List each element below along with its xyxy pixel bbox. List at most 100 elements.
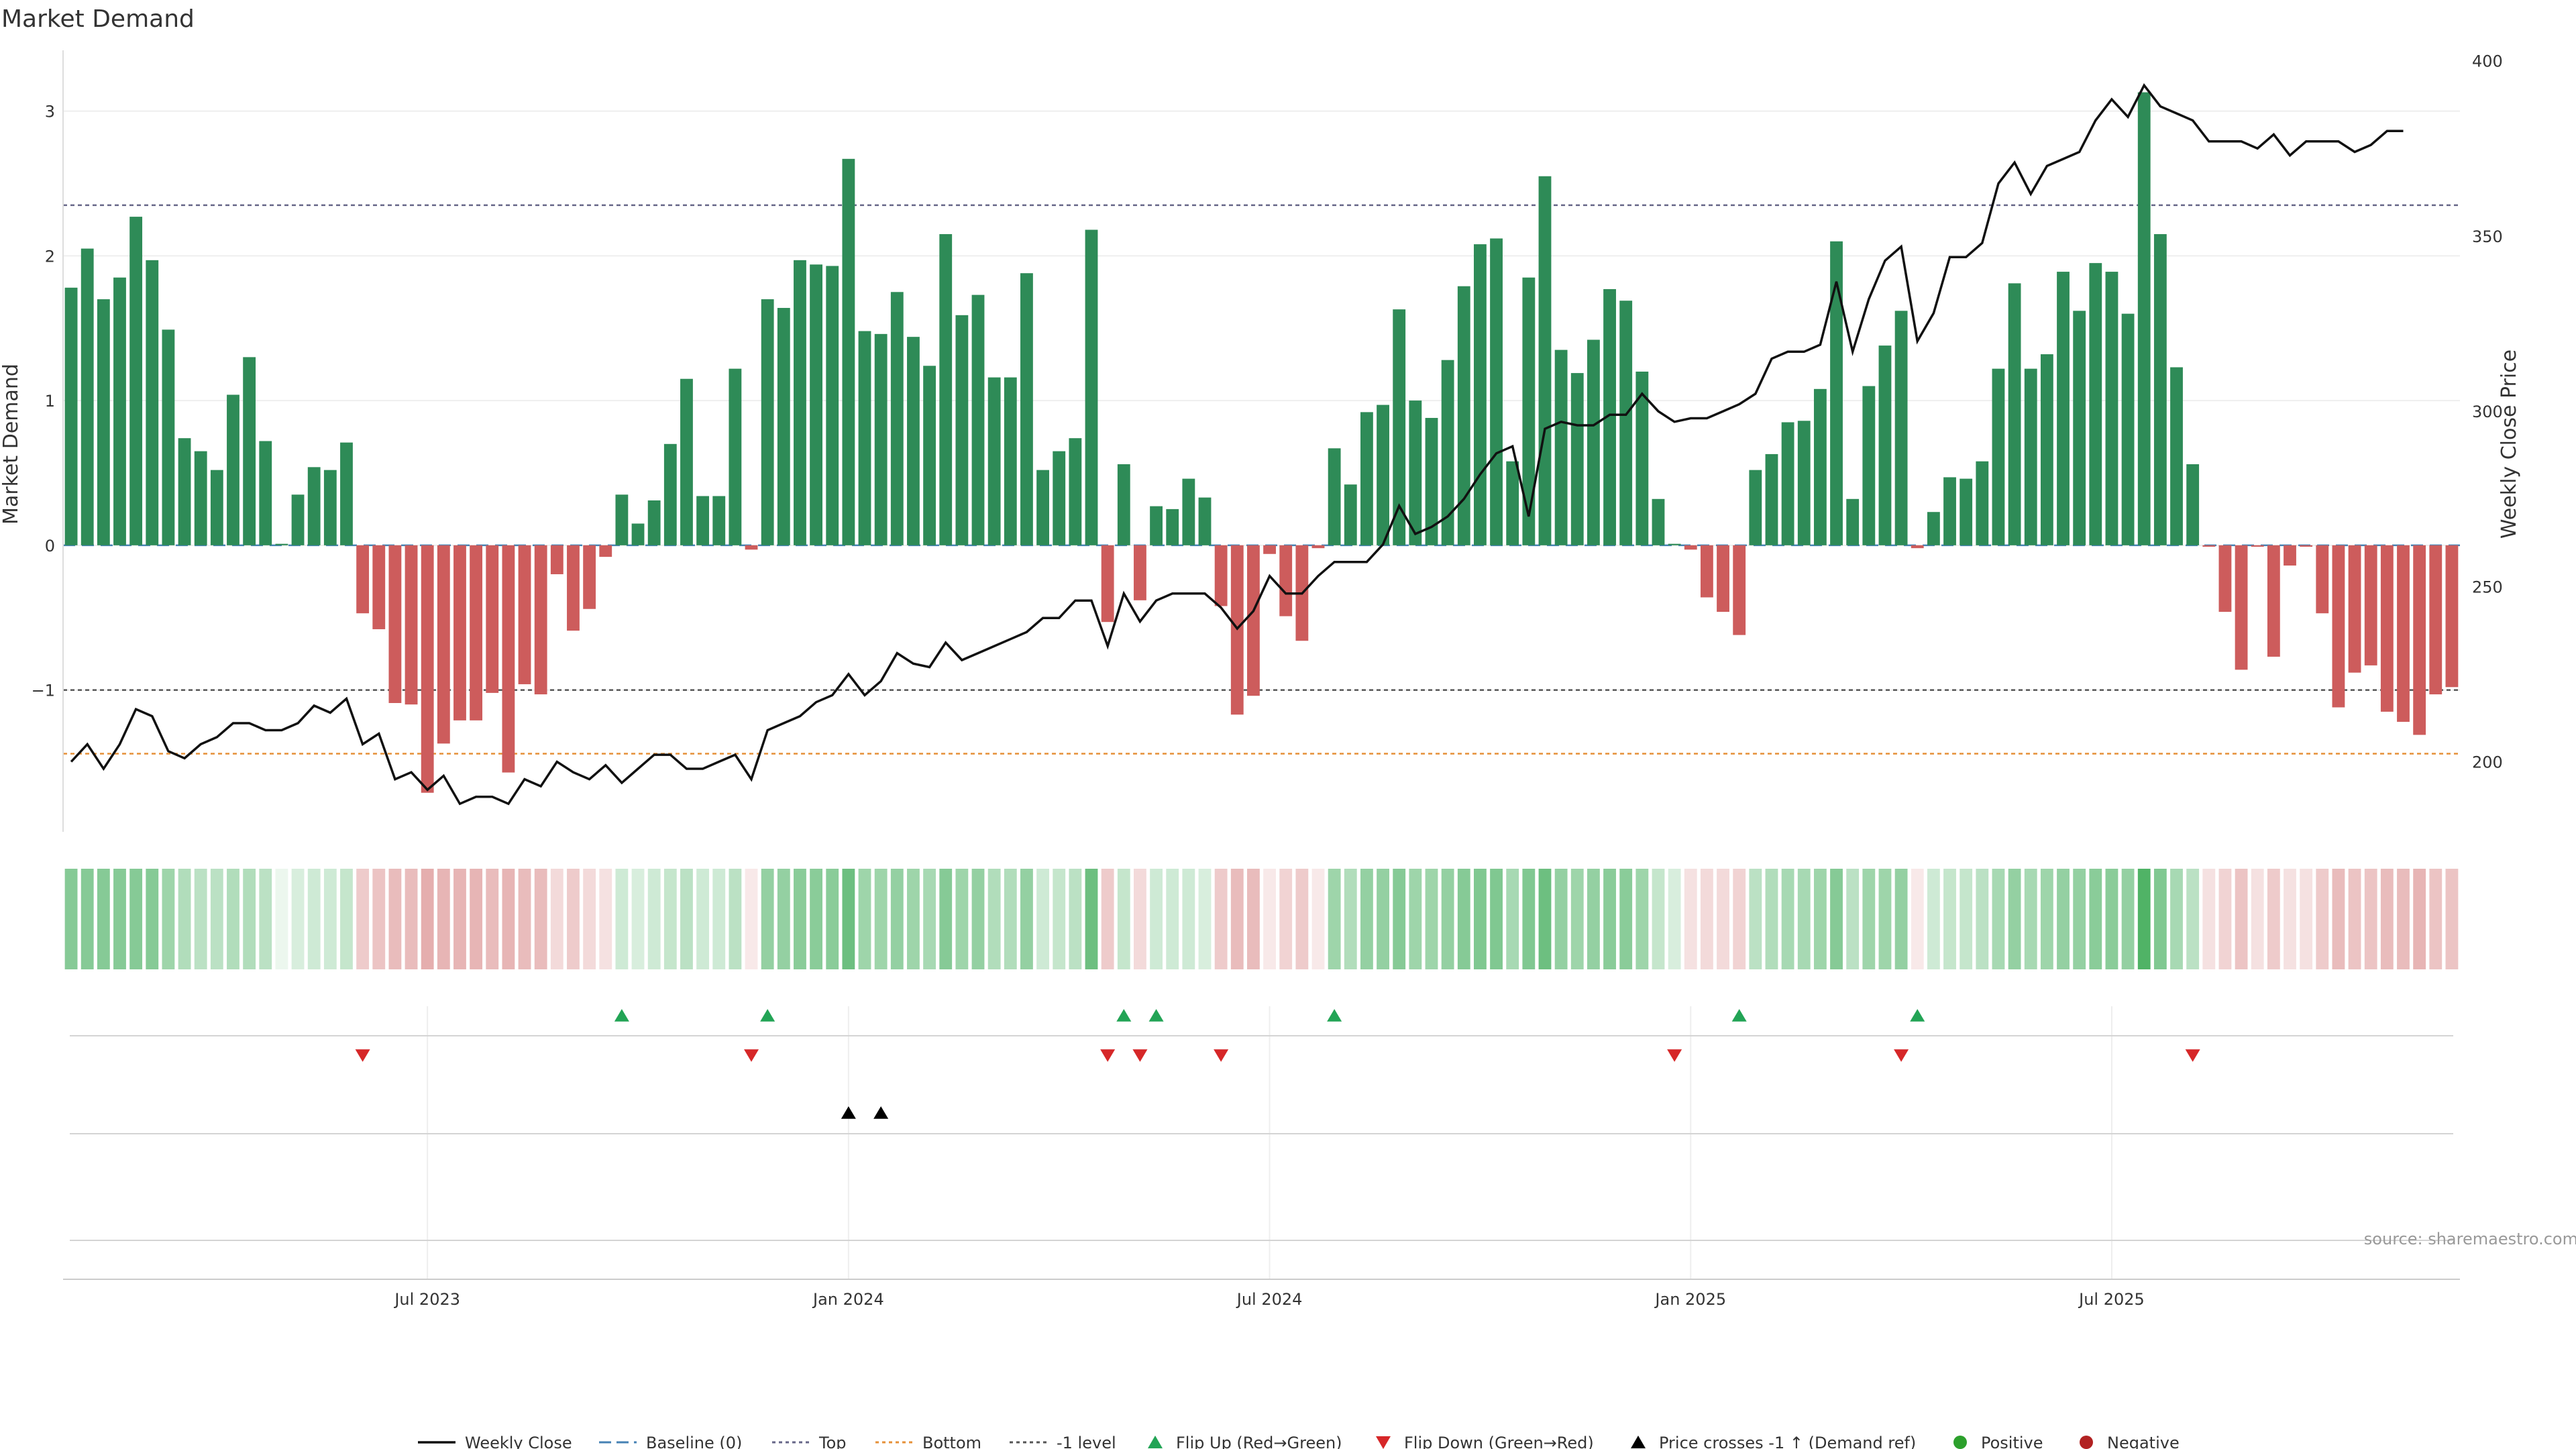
intensity-tile: [1733, 869, 1746, 969]
demand-bar: [80, 248, 94, 545]
demand-bar: [1652, 498, 1665, 545]
y2-tick-label: 250: [2472, 578, 2503, 596]
intensity-tile: [761, 869, 774, 969]
intensity-tile: [2332, 869, 2345, 969]
demand-bar: [1198, 497, 1212, 545]
demand-bar: [2186, 464, 2200, 545]
demand-bar: [1878, 345, 1892, 545]
demand-bar: [1101, 545, 1114, 623]
intensity-tile: [729, 869, 742, 969]
demand-bar: [761, 299, 774, 545]
intensity-tile: [1166, 869, 1179, 969]
demand-bar: [1781, 422, 1794, 545]
demand-bar: [729, 368, 742, 545]
intensity-tile: [372, 869, 386, 969]
demand-bar: [1409, 400, 1422, 545]
intensity-tile: [323, 869, 337, 969]
legend-label: Price crosses -1 ↑ (Demand ref): [1659, 1434, 1916, 1449]
intensity-tile: [1198, 869, 1212, 969]
demand-bar: [534, 545, 547, 695]
intensity-tile: [2073, 869, 2086, 969]
intensity-tile: [2413, 869, 2426, 969]
x-tick-label: Jan 2025: [1654, 1290, 1726, 1309]
intensity-tile: [2008, 869, 2021, 969]
x-tick-label: Jul 2025: [2078, 1290, 2145, 1309]
demand-bar: [2413, 545, 2426, 735]
intensity-tile: [405, 869, 418, 969]
intensity-tile: [1668, 869, 1681, 969]
event-markers: [355, 1009, 2200, 1119]
demand-bar: [2429, 545, 2443, 695]
demand-bar: [777, 308, 790, 545]
intensity-tile: [275, 869, 288, 969]
demand-bar: [1684, 545, 1697, 550]
intensity-tile: [1279, 869, 1293, 969]
demand-bar: [1457, 286, 1470, 545]
flip-down-marker: [1100, 1049, 1116, 1062]
demand-bar: [178, 438, 191, 545]
intensity-tile: [1134, 869, 1146, 969]
demand-bar: [437, 545, 450, 744]
intensity-tile: [421, 869, 434, 969]
x-tick-label: Jul 2023: [393, 1290, 460, 1309]
intensity-tile: [987, 869, 1001, 969]
demand-bar: [1862, 386, 1876, 545]
intensity-tile: [1101, 869, 1114, 969]
right-axis-label: Weekly Close Price: [2498, 350, 2521, 539]
intensity-tile: [1894, 869, 1908, 969]
flip-up-marker: [760, 1009, 775, 1022]
demand-bar: [227, 394, 239, 545]
demand-bar: [1700, 545, 1713, 598]
intensity-tile: [2348, 869, 2361, 969]
intensity-tile: [794, 869, 806, 969]
demand-bar: [1554, 350, 1568, 545]
demand-bar: [907, 337, 920, 545]
demand-bar: [1830, 241, 1843, 545]
demand-bar: [2202, 545, 2216, 547]
intensity-tile: [567, 869, 580, 969]
demand-bar: [2040, 354, 2053, 545]
left-axis-ticks: −1 0 1 2 3: [32, 103, 55, 700]
intensity-tile: [1813, 869, 1827, 969]
intensity-tile: [1976, 869, 1989, 969]
intensity-tile: [243, 869, 256, 969]
intensity-tile: [1377, 869, 1389, 969]
intensity-tile: [907, 869, 920, 969]
intensity-tile: [1506, 869, 1519, 969]
intensity-tile: [1943, 869, 1956, 969]
intensity-tile: [2316, 869, 2329, 969]
intensity-tile: [874, 869, 888, 969]
intensity-tile: [1182, 869, 1195, 969]
legend-label: Flip Down (Green→Red): [1404, 1434, 1594, 1449]
intensity-tile: [842, 869, 855, 969]
demand-bar: [146, 260, 159, 545]
y2-tick-label: 400: [2472, 52, 2503, 71]
demand-bar: [470, 545, 483, 720]
demand-bar: [2218, 545, 2232, 612]
demand-bar: [583, 545, 596, 609]
demand-bar: [1846, 498, 1860, 545]
intensity-tile: [210, 869, 223, 969]
intensity-tile: [1781, 869, 1794, 969]
price-cross-marker: [873, 1106, 889, 1119]
intensity-tile: [1522, 869, 1536, 969]
demand-bar: [1490, 238, 1503, 545]
chart-title: Market Demand: [1, 5, 195, 33]
y2-tick-label: 200: [2472, 753, 2503, 772]
demand-bar: [2316, 545, 2329, 614]
intensity-tile: [1004, 869, 1017, 969]
demand-bar: [194, 451, 207, 545]
intensity-tile: [2121, 869, 2135, 969]
intensity-tile: [971, 869, 985, 969]
demand-bar: [1506, 461, 1519, 545]
intensity-tile: [2089, 869, 2102, 969]
legend-label: Bottom: [922, 1434, 981, 1449]
demand-bar: [1328, 448, 1341, 545]
intensity-tile: [939, 869, 953, 969]
intensity-tile: [1036, 869, 1049, 969]
demand-bar: [1943, 477, 1956, 545]
demand-bar: [502, 545, 515, 773]
demand-bar: [923, 366, 936, 545]
intensity-tile: [1684, 869, 1697, 969]
demand-bar: [696, 496, 710, 545]
